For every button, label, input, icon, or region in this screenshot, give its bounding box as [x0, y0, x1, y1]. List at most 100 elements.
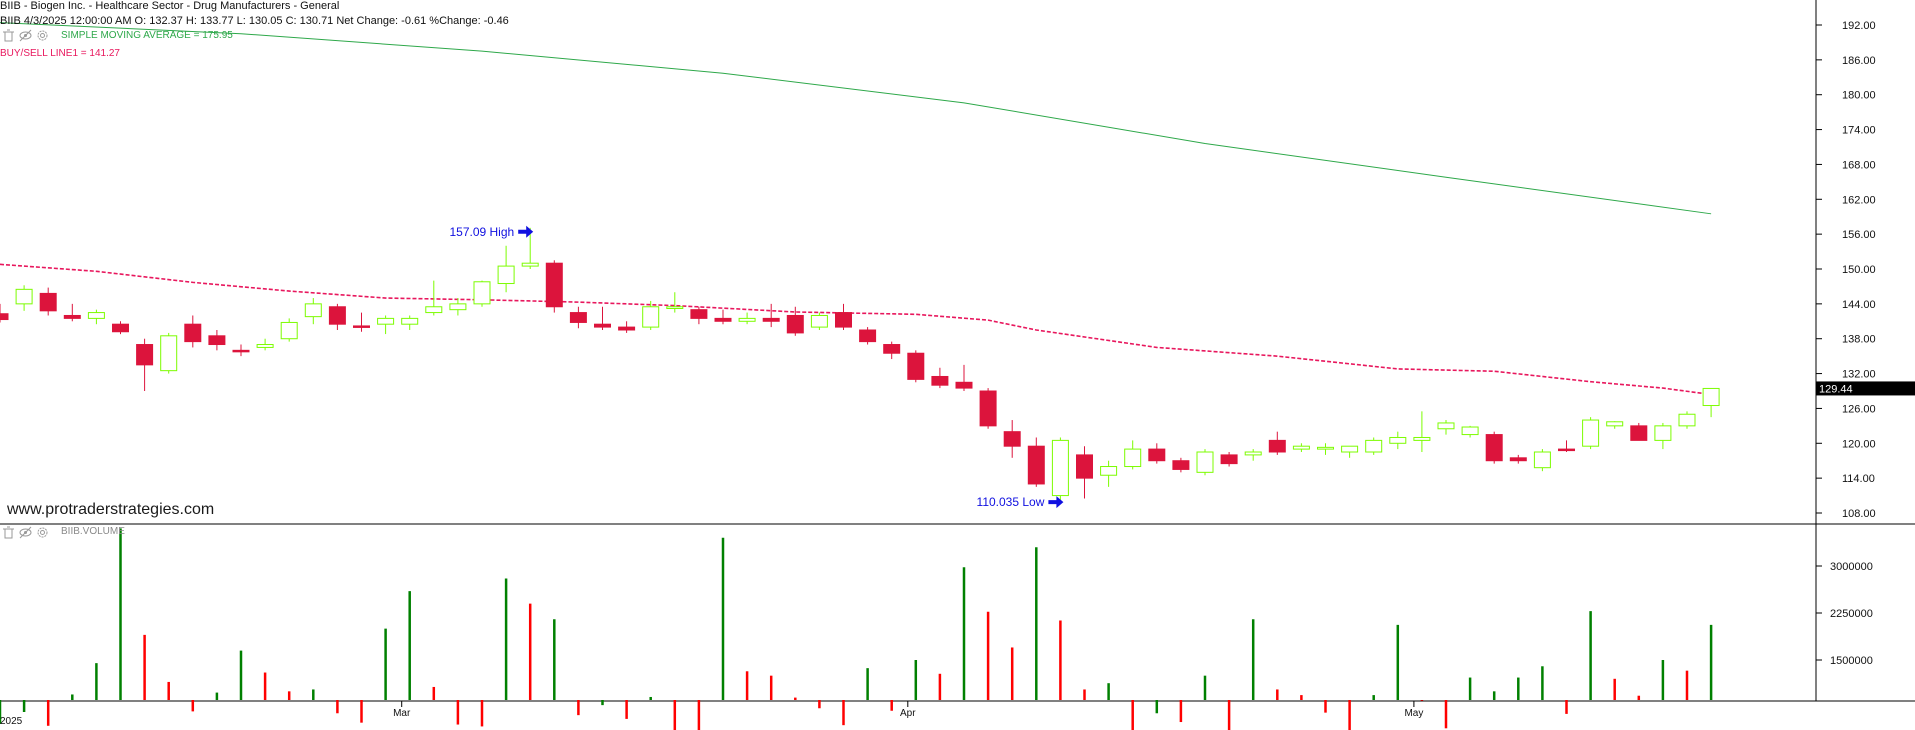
- candle: [594, 306, 611, 330]
- candle: [810, 312, 828, 330]
- candle-body: [1533, 451, 1551, 469]
- price-tick-label: 150.00: [1842, 264, 1876, 276]
- candle-body: [353, 325, 370, 328]
- candle: [1389, 431, 1407, 450]
- trash-icon[interactable]: [2, 526, 15, 539]
- candle: [738, 312, 756, 325]
- candle-body: [1027, 445, 1045, 485]
- candle-body: [1365, 439, 1383, 453]
- candle-body: [1244, 451, 1262, 456]
- candle-body: [1051, 439, 1069, 497]
- candle-body: [1292, 445, 1310, 450]
- candle: [1630, 422, 1648, 441]
- candle-body: [1003, 431, 1021, 447]
- candle-body: [1413, 436, 1431, 441]
- time-tick-label: May: [1404, 708, 1423, 719]
- candle: [1003, 420, 1021, 458]
- last-price-label: 129.44: [1816, 381, 1915, 396]
- volume-bars: [0, 528, 1713, 730]
- volume-tick-label: 2250000: [1830, 608, 1873, 620]
- price-tick-label: 144.00: [1842, 299, 1876, 311]
- year-label: 2025: [0, 716, 23, 727]
- hide-eye-icon[interactable]: [19, 29, 32, 42]
- price-tick-label: 132.00: [1842, 369, 1876, 381]
- candle: [859, 327, 877, 345]
- candle: [835, 303, 852, 330]
- volume-pane-tools: [2, 526, 49, 539]
- hide-eye-icon[interactable]: [19, 526, 32, 539]
- candle: [497, 245, 515, 293]
- candle-body: [1437, 422, 1455, 430]
- candle-body: [1678, 413, 1696, 427]
- candle-body: [859, 329, 877, 343]
- candle: [714, 309, 732, 325]
- candle: [1027, 437, 1045, 487]
- candle-body: [1461, 426, 1479, 436]
- candle-body: [63, 314, 81, 319]
- candle: [1341, 445, 1359, 458]
- candle-body: [280, 321, 298, 340]
- candle-body: [1268, 439, 1286, 453]
- candle-body: [160, 335, 178, 372]
- candle-body: [136, 344, 154, 366]
- candle-body: [112, 323, 129, 333]
- price-tick-label: 120.00: [1842, 438, 1876, 450]
- candle: [618, 321, 636, 333]
- candle: [1606, 421, 1624, 429]
- candle-body: [401, 317, 419, 325]
- candle: [449, 298, 467, 316]
- candle-body: [979, 390, 997, 427]
- candle: [1485, 431, 1503, 464]
- volume-tick-label: 1500000: [1830, 655, 1873, 667]
- candle-body: [256, 344, 274, 348]
- candle-body: [1341, 445, 1359, 453]
- candle-body: [1172, 460, 1190, 470]
- candle: [377, 315, 395, 335]
- candle: [1317, 443, 1334, 455]
- candle-body: [618, 326, 636, 331]
- candle: [931, 367, 949, 389]
- candle: [1244, 449, 1262, 461]
- candle-body: [762, 317, 780, 322]
- candle: [1533, 449, 1551, 472]
- trash-icon[interactable]: [2, 29, 15, 42]
- candle-body: [87, 312, 105, 319]
- candle: [1172, 457, 1190, 473]
- candle: [401, 315, 419, 330]
- candle-body: [0, 313, 9, 321]
- candle-body: [883, 344, 901, 354]
- candle-body: [1100, 466, 1118, 476]
- candle-body: [304, 303, 322, 318]
- time-axis: Mar Apr May: [393, 701, 1423, 719]
- last-price-box: [1816, 381, 1915, 396]
- time-tick-label: Mar: [393, 708, 411, 719]
- price-tick-label: 108.00: [1842, 508, 1876, 520]
- candle-body: [1702, 387, 1720, 407]
- candle: [786, 306, 804, 336]
- settings-gear-icon[interactable]: [36, 526, 49, 539]
- ohlc-readout: BIIB 4/3/2025 12:00:00 AM O: 132.37 H: 1…: [0, 15, 509, 27]
- sma-line: [0, 22, 1712, 215]
- candle: [1654, 422, 1672, 450]
- candle: [425, 280, 443, 316]
- candle-body: [1630, 425, 1648, 441]
- candle: [1268, 431, 1286, 455]
- buy-sell-line: [0, 263, 1712, 396]
- time-tick-label: Apr: [900, 708, 916, 719]
- candle: [1702, 387, 1720, 418]
- volume-tick-label: 3000000: [1830, 561, 1873, 573]
- settings-gear-icon[interactable]: [36, 29, 49, 42]
- candle: [569, 306, 587, 329]
- price-tick-label: 114.00: [1842, 473, 1875, 485]
- candle-body: [1124, 448, 1142, 468]
- candle-body: [39, 292, 57, 312]
- candle-body: [232, 349, 250, 353]
- candle-body: [642, 306, 660, 328]
- candle: [883, 341, 901, 360]
- candle: [1220, 452, 1238, 467]
- candle: [1076, 446, 1093, 499]
- annotation-label: 157.09 High: [449, 225, 514, 239]
- candle: [545, 260, 563, 313]
- candle-body: [1317, 446, 1334, 450]
